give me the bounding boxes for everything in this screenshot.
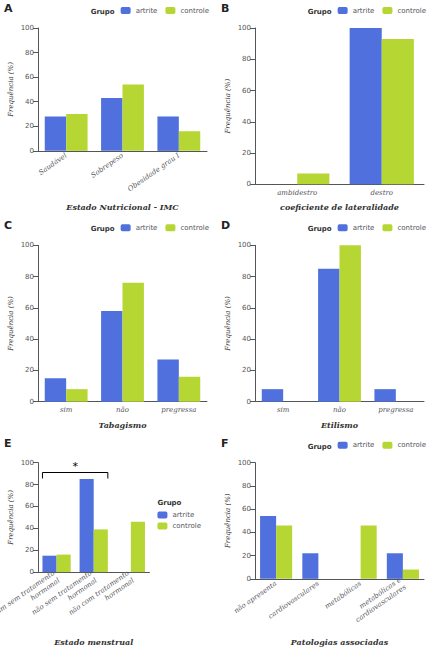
svg-text:D: D [221,219,230,232]
svg-text:0: 0 [30,568,34,576]
svg-text:Grupo: Grupo [91,225,115,233]
svg-text:artrite: artrite [353,441,375,449]
svg-text:Grupo: Grupo [91,8,115,16]
svg-text:E: E [4,437,12,450]
svg-text:Grupo: Grupo [308,8,332,16]
svg-text:hormonal: hormonal [103,577,135,603]
svg-text:100: 100 [238,459,251,467]
svg-text:80: 80 [242,482,251,490]
svg-text:Frequência (%): Frequência (%) [224,296,232,352]
svg-text:80: 80 [242,273,251,281]
svg-text:Grupo: Grupo [308,443,332,451]
svg-text:80: 80 [242,55,251,63]
svg-text:*: * [72,460,78,473]
svg-text:B: B [221,2,229,15]
svg-text:Grupo: Grupo [308,225,332,233]
svg-text:controle: controle [397,224,426,232]
svg-text:20: 20 [25,546,34,554]
svg-text:Frequência (%): Frequência (%) [224,493,232,549]
svg-text:sim: sim [277,406,290,414]
svg-text:Etilismo: Etilismo [320,420,359,430]
svg-text:40: 40 [242,118,251,126]
svg-text:40: 40 [25,524,34,532]
svg-text:Saudável: Saudável [37,152,68,177]
svg-text:sim sem tratamento: sim sem tratamento [0,569,56,616]
svg-text:coeficiente de lateralidade: coeficiente de lateralidade [280,202,399,212]
svg-text:60: 60 [242,505,251,513]
svg-text:metabólicas e: metabólicas e [357,575,403,611]
svg-text:Obesidade grau I: Obesidade grau I [126,151,181,193]
svg-text:20: 20 [25,122,34,130]
svg-text:controle: controle [397,441,426,449]
svg-text:Grupo: Grupo [157,499,181,507]
svg-text:ambidestro: ambidestro [277,189,317,197]
svg-text:Frequência (%): Frequência (%) [7,490,15,546]
svg-text:100: 100 [238,241,251,249]
svg-text:pregressa: pregressa [161,406,196,414]
svg-text:0: 0 [247,398,251,406]
svg-text:100: 100 [21,459,34,467]
svg-text:controle: controle [180,7,209,15]
svg-text:A: A [4,2,13,15]
svg-text:Estado Nutricional - IMC: Estado Nutricional - IMC [65,202,179,212]
svg-text:0: 0 [247,180,251,188]
svg-text:Frequência (%): Frequência (%) [7,62,15,118]
svg-text:controle: controle [172,522,201,530]
svg-text:100: 100 [21,24,34,32]
svg-text:60: 60 [242,304,251,312]
svg-text:Sobrepeso: Sobrepeso [90,152,125,180]
svg-text:80: 80 [25,273,34,281]
svg-text:20: 20 [242,366,251,374]
svg-text:0: 0 [30,398,34,406]
svg-text:controle: controle [397,7,426,15]
svg-text:Patologias associadas: Patologias associadas [290,637,389,647]
svg-text:Tabagismo: Tabagismo [98,420,147,430]
svg-text:não: não [116,406,129,414]
svg-text:100: 100 [238,24,251,32]
svg-text:20: 20 [242,149,251,157]
svg-text:60: 60 [25,73,34,81]
svg-text:não apresenta: não apresenta [232,579,279,616]
svg-text:sim: sim [60,406,73,414]
svg-text:60: 60 [25,304,34,312]
svg-text:20: 20 [242,552,251,560]
svg-text:não com tratamento: não com tratamento [67,569,131,617]
svg-text:40: 40 [242,528,251,536]
svg-text:artrite: artrite [172,511,194,519]
svg-text:artrite: artrite [353,7,375,15]
svg-text:40: 40 [242,335,251,343]
svg-text:0: 0 [247,575,251,583]
svg-text:artrite: artrite [136,224,158,232]
svg-text:100: 100 [21,241,34,249]
svg-text:40: 40 [25,335,34,343]
svg-text:40: 40 [25,98,34,106]
svg-text:metabólicas: metabólicas [323,579,363,610]
svg-text:não sem tratamento: não sem tratamento [30,569,94,617]
svg-text:80: 80 [25,481,34,489]
svg-text:controle: controle [180,224,209,232]
svg-text:destro: destro [370,189,393,197]
svg-text:cardiovasculares: cardiovasculares [354,583,408,624]
svg-text:hormonal: hormonal [66,576,99,603]
svg-text:artrite: artrite [353,224,375,232]
svg-text:C: C [4,219,12,232]
svg-text:pregressa: pregressa [378,406,413,414]
svg-text:Estado menstrual: Estado menstrual [53,637,133,647]
svg-text:F: F [221,437,229,450]
svg-text:cardiovasculares: cardiovasculares [267,579,321,620]
svg-text:60: 60 [25,502,34,510]
svg-text:20: 20 [25,366,34,374]
svg-text:hormonal: hormonal [29,576,62,603]
svg-text:80: 80 [25,49,34,57]
svg-text:artrite: artrite [136,7,158,15]
svg-text:60: 60 [242,87,251,95]
svg-text:0: 0 [30,147,34,155]
svg-text:Frequência (%): Frequência (%) [224,79,232,135]
svg-text:não: não [333,406,346,414]
svg-text:Frequência (%): Frequência (%) [7,296,15,352]
